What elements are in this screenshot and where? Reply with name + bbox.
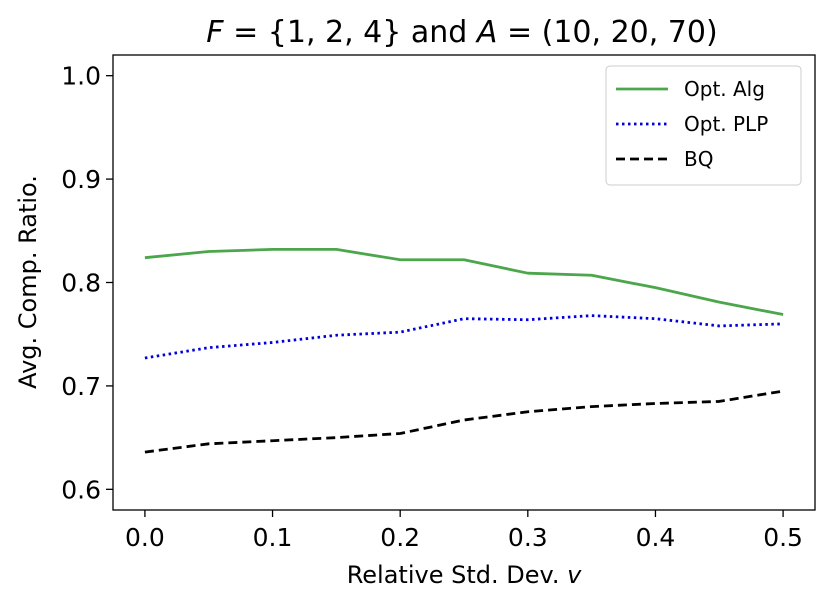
y-tick-label: 0.9: [61, 165, 101, 194]
y-tick-label: 0.7: [61, 372, 101, 401]
x-tick-label: 0.1: [253, 523, 293, 552]
x-axis-label-text: Relative Std. Dev.: [347, 561, 567, 589]
series-line-bq: [144, 389, 784, 454]
legend-label: BQ: [684, 147, 713, 171]
y-tick-label: 0.6: [61, 475, 101, 504]
y-axis-label: Avg. Comp. Ratio.: [14, 175, 42, 389]
y-tick-label: 0.8: [61, 269, 101, 298]
chart-title: F = {1, 2, 4} and A = (10, 20, 70): [206, 15, 717, 50]
title-var-a: A: [475, 15, 498, 50]
x-tick-label: 0.5: [763, 523, 803, 552]
title-eq-a: = (10, 20, 70): [497, 15, 717, 50]
x-axis: 0.0 0.1 0.2 0.3 0.4 0.5: [125, 510, 803, 552]
y-axis: 0.6 0.7 0.8 0.9 1.0: [61, 62, 113, 504]
x-tick-label: 0.0: [125, 523, 165, 552]
legend-label: Opt. Alg: [684, 77, 765, 101]
x-tick-label: 0.2: [380, 523, 420, 552]
series-line-opt-plp: [144, 314, 784, 360]
title-eq-f: = {1, 2, 4} and: [224, 15, 477, 50]
legend-box: [605, 65, 802, 186]
x-axis-label: Relative Std. Dev. v: [347, 561, 582, 589]
x-axis-label-var: v: [567, 561, 582, 589]
series-group: [144, 248, 784, 454]
legend-label: Opt. PLP: [684, 112, 768, 136]
y-tick-label: 1.0: [61, 62, 101, 91]
series-line-opt-alg: [144, 248, 784, 316]
legend: Opt. Alg Opt. PLP BQ: [605, 65, 802, 186]
title-var-f: F: [206, 15, 224, 50]
x-tick-label: 0.4: [636, 523, 676, 552]
x-tick-label: 0.3: [508, 523, 548, 552]
